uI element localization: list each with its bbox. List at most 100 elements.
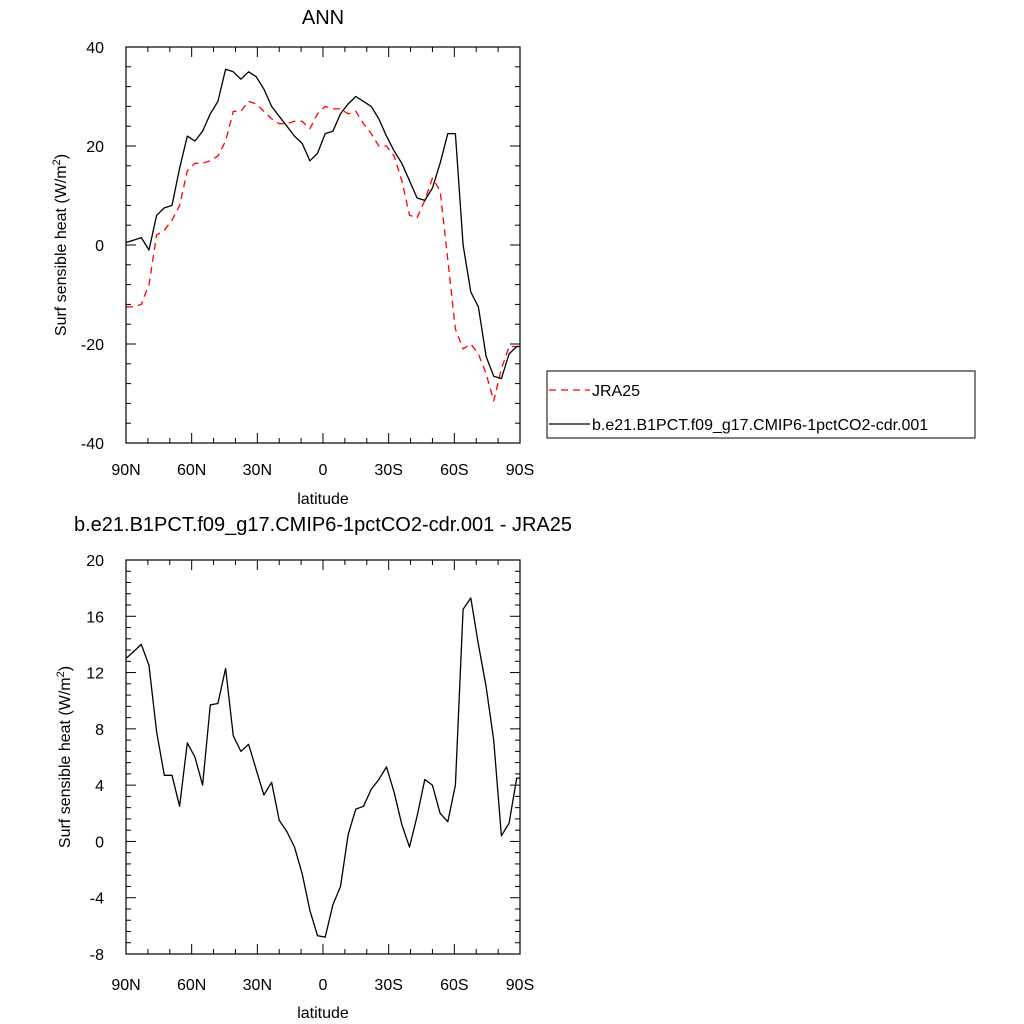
top-series-1-point <box>286 126 287 127</box>
bottom-series-0-point <box>309 910 310 911</box>
top-series-1-point <box>363 101 364 102</box>
bottom-series-group <box>125 597 520 938</box>
top-series-1-point <box>202 131 203 132</box>
bottom-y-axis-label: Surf sensible heat (W/m2) <box>55 666 74 848</box>
top-series-1-point <box>317 153 318 154</box>
top-series-1-point <box>424 200 425 201</box>
bottom-series-0-point <box>455 785 456 786</box>
top-series-1-point <box>279 116 280 117</box>
bottom-y-axis-label-main: Surf sensible heat (W/m <box>57 677 74 848</box>
top-series-0-point <box>501 368 502 369</box>
bottom-x-tick-label: 30S <box>374 977 402 994</box>
top-series-0-point <box>202 163 203 164</box>
bottom-series-0-point <box>286 831 287 832</box>
top-series-0-point <box>401 180 402 181</box>
top-series-1-point <box>501 378 502 379</box>
bottom-series-0-point <box>133 651 134 652</box>
top-series-line-1 <box>125 68 520 380</box>
bottom-series-0-point <box>386 766 387 767</box>
top-axis-ticks <box>125 46 521 444</box>
top-x-tick-label: 60N <box>177 462 206 479</box>
top-series-1-point <box>447 133 448 134</box>
top-x-tick-labels: 90N 60N 30N 0 30S 60S 90S <box>111 462 534 479</box>
bottom-x-tick-label: 90N <box>111 977 140 994</box>
bottom-y-tick-label: -8 <box>90 947 104 964</box>
bottom-series-0-point <box>424 779 425 780</box>
top-series-0-point <box>447 259 448 260</box>
bottom-axis-ticks <box>125 559 521 955</box>
bottom-series-0-point <box>148 665 149 666</box>
top-series-0-point <box>217 155 218 156</box>
top-series-1-point <box>486 356 487 357</box>
top-series-0-point <box>355 111 356 112</box>
bottom-series-0-point <box>302 873 303 874</box>
bottom-series-0-point <box>294 847 295 848</box>
top-series-0-point <box>417 217 418 218</box>
top-series-1-point <box>516 346 517 347</box>
bottom-series-0-point <box>171 775 172 776</box>
top-x-tick-label: 90N <box>111 462 140 479</box>
top-series-1-point <box>302 143 303 144</box>
top-x-tick-label: 90S <box>506 462 534 479</box>
top-series-1-point <box>256 76 257 77</box>
top-series-0-point <box>187 170 188 171</box>
bottom-y-tick-label: 20 <box>86 553 104 570</box>
top-series-0-point <box>394 155 395 156</box>
bottom-x-tick-label: 0 <box>319 977 328 994</box>
top-series-0-point <box>225 141 226 142</box>
bottom-series-0-point <box>417 816 418 817</box>
top-series-0-point <box>455 329 456 330</box>
bottom-plot-frame <box>125 559 521 955</box>
top-series-1-point <box>217 101 218 102</box>
bottom-series-0-point <box>225 668 226 669</box>
bottom-series-0-point <box>363 806 364 807</box>
bottom-y-tick-labels: -8 -4 0 4 8 12 16 20 <box>86 553 104 964</box>
bottom-series-0-point <box>478 644 479 645</box>
top-series-1-point <box>378 118 379 119</box>
bottom-series-0-point <box>348 834 349 835</box>
top-series-0-point <box>271 118 272 119</box>
panel-difference: b.e21.B1PCT.f09_g17.CMIP6-1pctCO2-cdr.00… <box>55 514 572 1022</box>
top-series-0-point <box>210 160 211 161</box>
top-y-tick-label: 0 <box>95 238 104 255</box>
bottom-y-tick-label: -4 <box>90 891 104 908</box>
bottom-chart-title: b.e21.B1PCT.f09_g17.CMIP6-1pctCO2-cdr.00… <box>74 514 572 536</box>
top-series-1-point <box>309 160 310 161</box>
top-series-1-point <box>463 244 464 245</box>
bottom-x-tick-label: 90S <box>506 977 534 994</box>
bottom-series-0-point <box>156 731 157 732</box>
top-series-0-point <box>294 121 295 122</box>
bottom-y-axis-label-superscript: 2 <box>55 671 67 677</box>
top-series-0-point <box>279 123 280 124</box>
panel-annual-mean: ANN -40 -20 0 20 40 90N 60N 30N 0 30S 60S 90S lati… <box>51 7 976 508</box>
top-series-1-point <box>148 249 149 250</box>
top-series-group <box>125 68 520 402</box>
top-x-tick-label: 60S <box>440 462 468 479</box>
bottom-y-tick-label: 8 <box>95 722 104 739</box>
top-series-1-point <box>133 240 134 241</box>
top-y-tick-label: -20 <box>81 337 104 354</box>
top-series-0-point <box>141 304 142 305</box>
bottom-series-0-point <box>263 794 264 795</box>
bottom-series-0-point <box>325 937 326 938</box>
bottom-series-0-point <box>194 756 195 757</box>
top-series-1-point <box>156 215 157 216</box>
bottom-x-tick-label: 60N <box>177 977 206 994</box>
bottom-series-0-point <box>470 597 471 598</box>
bottom-series-0-point <box>164 775 165 776</box>
top-x-axis-label: latitude <box>297 491 349 508</box>
top-series-0-point <box>378 145 379 146</box>
top-series-0-point <box>432 178 433 179</box>
top-series-0-point <box>148 284 149 285</box>
bottom-x-tick-label: 30N <box>243 977 272 994</box>
top-chart-title: ANN <box>302 7 344 29</box>
top-series-0-point <box>171 220 172 221</box>
top-series-0-point <box>256 103 257 104</box>
top-series-0-point <box>409 215 410 216</box>
bottom-series-0-point <box>447 821 448 822</box>
legend-label-model: b.e21.B1PCT.f09_g17.CMIP6-1pctCO2-cdr.00… <box>592 417 928 434</box>
top-y-axis-label: Surf sensible heat (W/m2) <box>51 154 70 336</box>
bottom-series-0-point <box>371 789 372 790</box>
top-y-tick-labels: -40 -20 0 20 40 <box>81 40 104 453</box>
